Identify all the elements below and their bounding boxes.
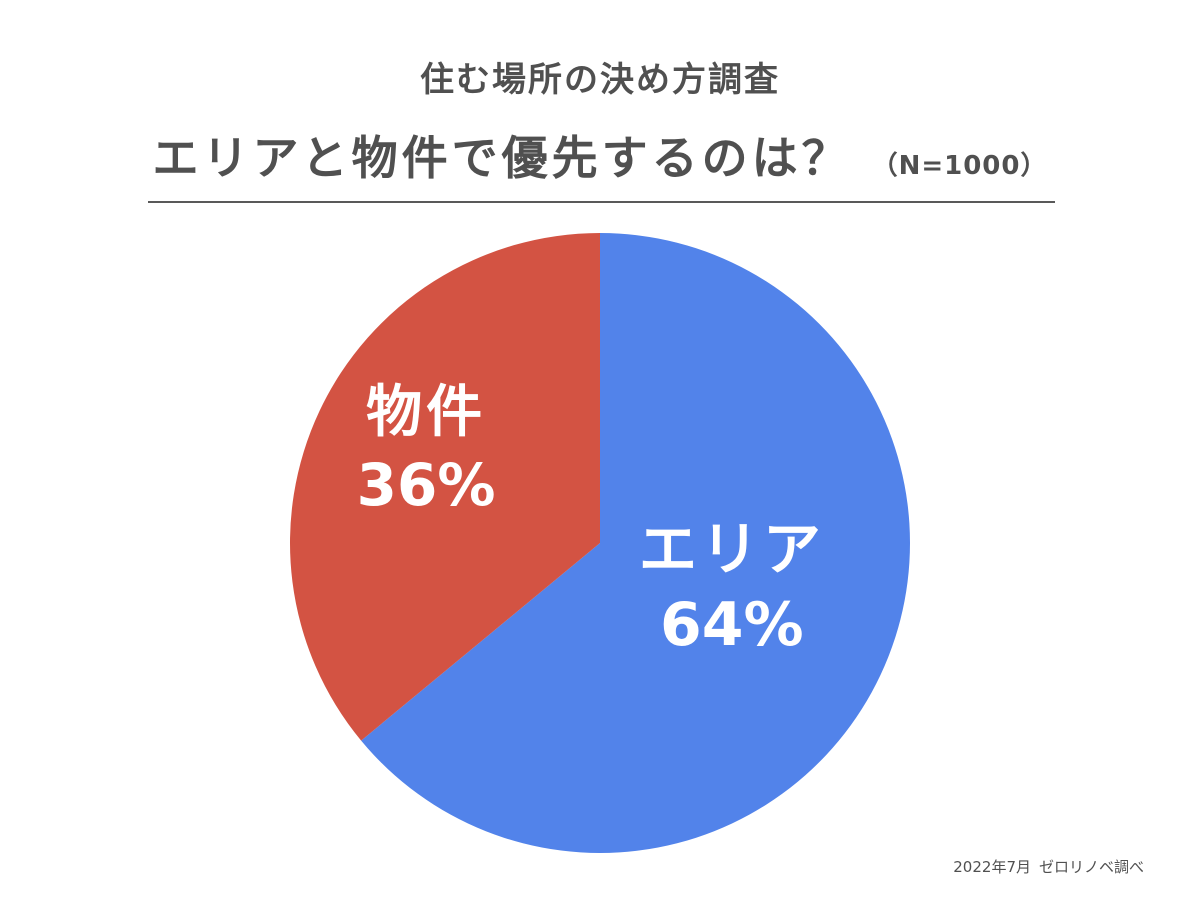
title-divider [148, 201, 1055, 203]
pie-slice-area [361, 233, 911, 854]
survey-source: ゼロリノベ調べ [1038, 858, 1144, 876]
chart-title: エリアと物件で優先するのは？ [152, 131, 852, 185]
survey-date: 2022年7月 [953, 858, 1031, 876]
slice-name-label: 物件 [366, 380, 486, 445]
chart-title-row: エリアと物件で優先するのは？ （N=1000） [0, 122, 1200, 188]
slice-value-label: 64% [660, 590, 804, 660]
source-footer: 2022年7月 ゼロリノベ調べ [953, 856, 1144, 877]
sample-size-note: （N=1000） [871, 151, 1048, 181]
chart-subtitle: 住む場所の決め方調査 [420, 60, 780, 100]
slice-name-label: エリア [639, 515, 825, 583]
pie-slice-property [289, 233, 600, 741]
slice-value-label: 36% [357, 451, 496, 519]
